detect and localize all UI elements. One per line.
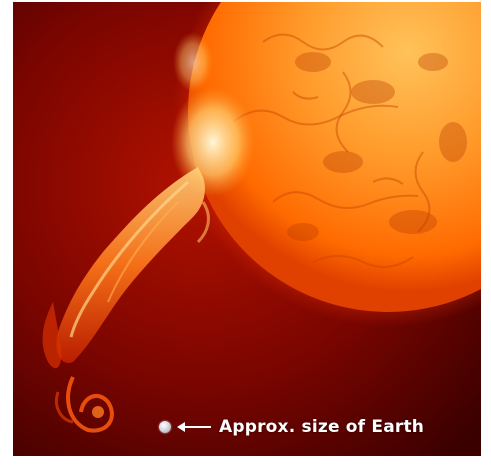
sun-disc: [188, 2, 481, 312]
earth-size-label: Approx. size of Earth: [219, 417, 425, 437]
earth-size-annotation: Approx. size of Earth: [159, 417, 424, 437]
solar-image: Approx. size of Earth: [13, 2, 481, 456]
bright-limb-spot: [173, 32, 213, 92]
sun-illustration: [13, 2, 481, 456]
active-region: [171, 87, 255, 197]
solar-prominence: [42, 167, 210, 433]
sun-dark-cells: [287, 52, 467, 241]
left-arrow-icon: [177, 422, 211, 432]
sun-surface-texture: [232, 33, 431, 268]
earth-dot-icon: [159, 421, 171, 433]
